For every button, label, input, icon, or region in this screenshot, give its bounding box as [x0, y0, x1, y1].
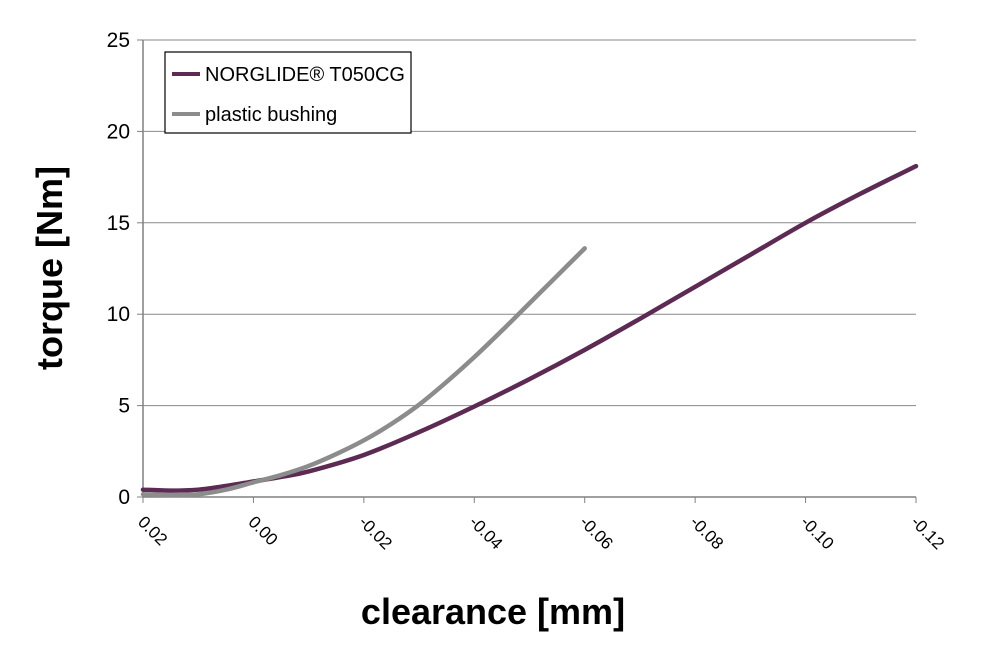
y-tick-label: 25: [107, 29, 130, 52]
series-line-0: [140, 163, 919, 493]
axes: [142, 40, 916, 498]
x-tick-label: -0.02: [355, 512, 396, 553]
x-tick-label: 0.02: [134, 512, 171, 549]
legend: NORGLIDE® T050CG plastic bushing: [164, 51, 412, 134]
legend-box: [164, 51, 412, 134]
y-axis-label: torque [Nm]: [29, 166, 70, 370]
x-tick-label: -0.12: [907, 512, 948, 553]
series-lines: [140, 163, 919, 498]
legend-label-plastic-bushing: plastic bushing: [205, 104, 337, 126]
x-tick-label: -0.06: [576, 512, 617, 553]
y-tick-label: 5: [118, 395, 130, 418]
y-tick-label: 15: [107, 212, 130, 235]
x-tick-labels: 0.02 0.00 -0.02 -0.04 -0.06 -0.08 -0.10 -0.12: [134, 497, 948, 553]
x-tick-label: -0.04: [465, 512, 506, 553]
x-axis-label: clearance [mm]: [361, 591, 625, 632]
legend-label-norglide: NORGLIDE® T050CG: [205, 64, 405, 86]
y-tick-label: 10: [107, 303, 130, 326]
x-tick-label: 0.00: [245, 512, 282, 549]
y-tick-labels: 0 5 10 15 20 25: [107, 29, 143, 509]
x-tick-label: -0.08: [686, 512, 727, 553]
y-tick-label: 20: [107, 120, 130, 143]
y-tick-label: 0: [118, 486, 130, 509]
x-tick-label: -0.10: [797, 512, 838, 553]
series-line-1: [140, 246, 587, 498]
